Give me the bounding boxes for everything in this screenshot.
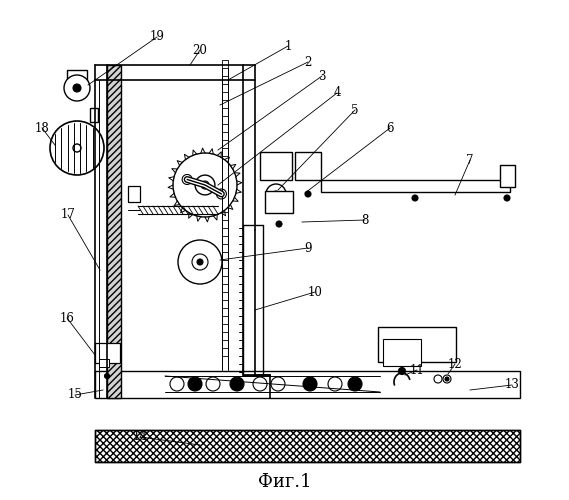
Circle shape — [220, 192, 224, 196]
Circle shape — [50, 121, 104, 175]
Circle shape — [445, 377, 449, 381]
Bar — [67, 70, 87, 88]
Circle shape — [271, 377, 285, 391]
Text: 10: 10 — [308, 286, 323, 298]
Bar — [222, 252, 228, 260]
Bar — [222, 204, 228, 212]
Circle shape — [105, 374, 109, 378]
Circle shape — [216, 189, 226, 199]
Text: 19: 19 — [150, 30, 164, 44]
Bar — [128, 186, 140, 202]
Circle shape — [170, 377, 184, 391]
Bar — [95, 430, 520, 462]
Bar — [321, 180, 510, 192]
Bar — [222, 92, 228, 100]
Bar — [383, 339, 421, 366]
Bar — [222, 268, 228, 276]
Circle shape — [348, 377, 362, 391]
Bar — [107, 65, 121, 398]
Circle shape — [328, 377, 342, 391]
Text: 6: 6 — [386, 122, 394, 134]
Text: 17: 17 — [60, 208, 76, 222]
Circle shape — [266, 184, 286, 204]
Bar — [222, 124, 228, 132]
Circle shape — [64, 75, 90, 101]
Bar — [222, 220, 228, 228]
Bar — [222, 188, 228, 196]
Text: 16: 16 — [60, 312, 75, 324]
Bar — [107, 65, 121, 398]
Bar — [222, 108, 228, 116]
Circle shape — [398, 368, 406, 374]
Bar — [260, 152, 292, 180]
Bar — [500, 165, 515, 187]
Bar — [222, 236, 228, 244]
Bar — [95, 343, 120, 363]
Text: 1: 1 — [284, 40, 292, 52]
Circle shape — [434, 375, 442, 383]
Circle shape — [173, 153, 237, 217]
Bar — [90, 108, 98, 122]
Text: 12: 12 — [448, 358, 463, 370]
Text: 9: 9 — [304, 242, 312, 254]
Circle shape — [203, 182, 208, 188]
Circle shape — [276, 221, 282, 227]
Bar — [222, 140, 228, 148]
Text: 8: 8 — [361, 214, 369, 226]
Text: Фиг.1: Фиг.1 — [258, 473, 312, 491]
Bar — [222, 172, 228, 180]
Circle shape — [504, 195, 510, 201]
Circle shape — [178, 240, 222, 284]
Text: 3: 3 — [318, 70, 325, 82]
Bar — [222, 316, 228, 324]
Text: 5: 5 — [351, 104, 358, 117]
Bar — [222, 284, 228, 292]
Circle shape — [73, 144, 81, 152]
Bar — [222, 60, 228, 68]
Bar — [222, 156, 228, 164]
Circle shape — [182, 174, 192, 184]
Text: 2: 2 — [304, 56, 312, 68]
Text: 7: 7 — [466, 154, 474, 166]
Bar — [95, 371, 520, 398]
Circle shape — [188, 377, 202, 391]
Circle shape — [412, 195, 418, 201]
Bar — [99, 359, 109, 367]
Circle shape — [230, 377, 244, 391]
Text: 13: 13 — [505, 378, 519, 392]
Circle shape — [303, 377, 317, 391]
Bar — [265, 191, 293, 213]
Circle shape — [197, 259, 203, 265]
Text: 11: 11 — [410, 364, 424, 376]
Text: 20: 20 — [192, 44, 208, 57]
Text: 18: 18 — [35, 122, 50, 134]
Text: 4: 4 — [333, 86, 341, 100]
Circle shape — [443, 375, 451, 383]
Circle shape — [206, 377, 220, 391]
Circle shape — [305, 191, 311, 197]
Bar — [222, 76, 228, 84]
Circle shape — [203, 183, 207, 187]
Bar — [295, 152, 321, 180]
Text: 14: 14 — [133, 430, 147, 444]
Circle shape — [185, 178, 189, 182]
Bar — [95, 430, 520, 462]
Circle shape — [73, 84, 81, 92]
Circle shape — [192, 254, 208, 270]
Bar — [222, 300, 228, 308]
Circle shape — [253, 377, 267, 391]
Circle shape — [273, 191, 279, 197]
Text: 15: 15 — [68, 388, 83, 402]
Bar — [222, 348, 228, 356]
Bar — [378, 327, 456, 362]
Circle shape — [195, 175, 215, 195]
Circle shape — [201, 181, 209, 189]
Bar — [222, 332, 228, 340]
